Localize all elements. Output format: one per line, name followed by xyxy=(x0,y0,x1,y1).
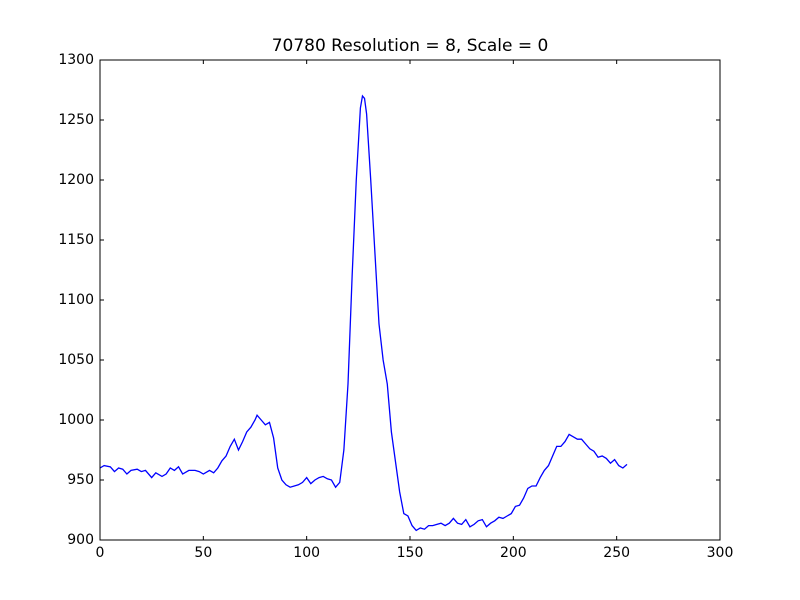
y-tick-label: 1250 xyxy=(58,112,94,128)
x-tick-label: 150 xyxy=(397,545,424,561)
chart-title: 70780 Resolution = 8, Scale = 0 xyxy=(272,36,549,56)
y-tick-label: 950 xyxy=(67,472,94,488)
y-tick-label: 1300 xyxy=(58,52,94,68)
x-tick-label: 200 xyxy=(500,545,527,561)
x-tick-label: 250 xyxy=(603,545,630,561)
x-tick-label: 300 xyxy=(707,545,734,561)
y-tick-label: 1100 xyxy=(58,292,94,308)
y-tick-label: 1150 xyxy=(58,232,94,248)
x-tick-label: 0 xyxy=(96,545,105,561)
x-tick-label: 100 xyxy=(293,545,320,561)
y-tick-label: 900 xyxy=(67,532,94,548)
data-line xyxy=(99,94,628,532)
y-tick-label: 1050 xyxy=(58,352,94,368)
plot-frame xyxy=(99,59,721,541)
y-tick-label: 1000 xyxy=(58,412,94,428)
y-tick-label: 1200 xyxy=(58,172,94,188)
x-tick-label: 50 xyxy=(194,545,212,561)
